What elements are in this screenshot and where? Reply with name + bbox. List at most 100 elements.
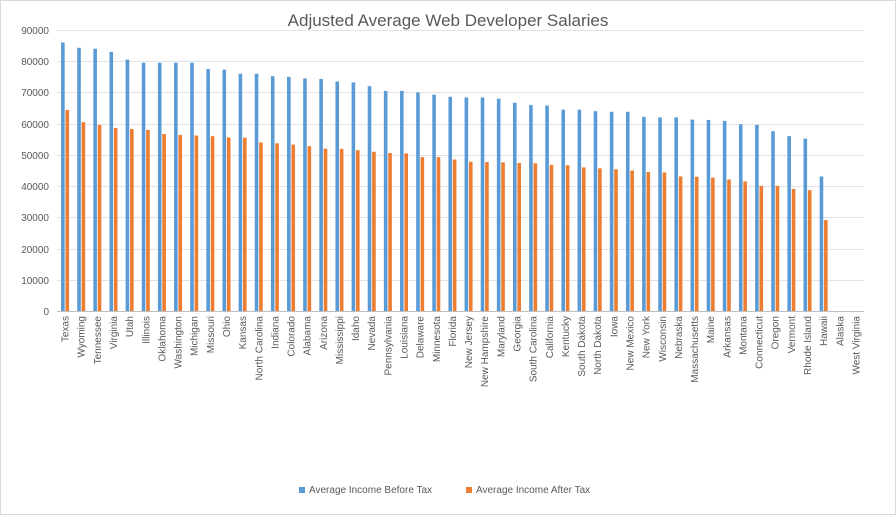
bars — [61, 42, 828, 312]
bar-before-tax — [642, 116, 646, 311]
bar-after-tax — [614, 169, 618, 311]
bar-after-tax — [452, 159, 457, 311]
x-tick-label: Rhode Island — [803, 316, 814, 375]
bar-after-tax — [372, 151, 376, 311]
bar-after-tax — [113, 128, 118, 311]
x-tick-label: Oklahoma — [157, 316, 168, 362]
bar-after-tax — [694, 176, 699, 311]
bar-after-tax — [468, 161, 473, 311]
x-tick-label: Oregon — [771, 316, 782, 349]
x-tick-label: Michigan — [190, 316, 201, 356]
bar-before-tax — [803, 138, 808, 311]
y-tick-label: 80000 — [21, 57, 49, 68]
y-tick-label: 40000 — [21, 182, 49, 193]
x-tick-label: Ohio — [222, 316, 233, 338]
x-tick-label: Florida — [448, 316, 459, 347]
bar-before-tax — [351, 82, 356, 311]
x-tick-label: Kentucky — [561, 316, 572, 357]
bar-before-tax — [222, 69, 227, 312]
bar-before-tax — [77, 47, 81, 312]
x-tick-label: New York — [642, 315, 653, 358]
bar-before-tax — [690, 119, 695, 311]
legend-swatch — [299, 487, 305, 493]
x-tick-label: West Virginia — [851, 316, 862, 375]
bar-after-tax — [646, 172, 651, 311]
bar-after-tax — [775, 185, 780, 311]
bar-before-tax — [141, 62, 146, 311]
y-tick-label: 0 — [43, 307, 49, 318]
bar-before-tax — [512, 102, 517, 311]
bar-after-tax — [178, 134, 183, 311]
bar-before-tax — [287, 76, 291, 311]
bar-before-tax — [270, 76, 275, 312]
x-tick-label: Arizona — [319, 316, 330, 350]
chart-title: Adjusted Average Web Developer Salaries — [288, 11, 609, 30]
x-tick-label: Alabama — [303, 316, 314, 356]
bar-after-tax — [565, 165, 570, 311]
x-tick-label: Nevada — [367, 316, 378, 351]
bar-after-tax — [662, 172, 667, 311]
bar-after-tax — [307, 146, 312, 311]
bar-after-tax — [97, 124, 102, 311]
bar-after-tax — [533, 163, 538, 311]
x-tick-label: Mississippi — [335, 316, 346, 364]
x-tick-label: New Mexico — [625, 316, 636, 371]
bar-after-tax — [549, 164, 554, 311]
bar-before-tax — [480, 97, 485, 311]
x-tick-label: Minnesota — [432, 316, 443, 363]
bar-before-tax — [658, 117, 662, 311]
bar-before-tax — [722, 120, 727, 311]
x-tick-label: Colorado — [287, 316, 298, 357]
bar-before-tax — [93, 48, 97, 311]
y-tick-label: 70000 — [21, 88, 49, 99]
x-tick-label: Kansas — [238, 316, 249, 349]
bar-before-tax — [496, 98, 501, 311]
bar-after-tax — [291, 144, 296, 311]
bar-after-tax — [420, 157, 425, 311]
x-tick-label: Alaska — [835, 316, 846, 346]
bar-before-tax — [771, 131, 775, 311]
x-tick-label: Iowa — [609, 316, 620, 338]
bar-before-tax — [819, 176, 824, 311]
y-tick-label: 90000 — [21, 26, 49, 37]
x-tick-label: Missouri — [206, 316, 217, 353]
bar-after-tax — [824, 220, 828, 311]
x-tick-label: Arkansas — [722, 316, 733, 358]
x-tick-label: Maine — [706, 316, 717, 344]
x-tick-label: Hawaii — [819, 316, 830, 346]
x-tick-label: Washington — [174, 316, 185, 368]
bar-after-tax — [81, 122, 86, 311]
bar-before-tax — [157, 62, 162, 311]
bar-before-tax — [254, 73, 259, 312]
bar-before-tax — [367, 86, 372, 311]
bar-before-tax — [545, 105, 549, 311]
x-tick-label: Illinois — [141, 316, 152, 344]
bar-before-tax — [125, 59, 130, 311]
x-tick-label: Utah — [125, 316, 136, 337]
bar-before-tax — [206, 69, 210, 311]
x-tick-label: New Hampshire — [480, 316, 491, 388]
legend-label: Average Income After Tax — [476, 485, 590, 496]
bar-before-tax — [674, 117, 678, 311]
bar-after-tax — [485, 162, 489, 311]
bar-before-tax — [561, 109, 566, 312]
bar-before-tax — [787, 136, 791, 311]
bar-before-tax — [755, 124, 759, 311]
bar-before-tax — [109, 51, 114, 312]
bar-before-tax — [448, 96, 453, 311]
x-tick-label: Texas — [61, 316, 72, 342]
legend-label: Average Income Before Tax — [309, 485, 432, 496]
bar-before-tax — [738, 124, 743, 311]
bar-after-tax — [404, 153, 409, 311]
x-tick-label: Louisiana — [400, 316, 411, 359]
y-tick-label: 30000 — [21, 213, 49, 224]
bar-after-tax — [162, 133, 166, 311]
x-tick-label: Delaware — [416, 316, 427, 359]
bar-after-tax — [355, 150, 360, 311]
bar-after-tax — [226, 137, 231, 311]
x-tick-label: Wyoming — [77, 316, 88, 358]
bar-after-tax — [743, 181, 747, 311]
bar-after-tax — [146, 129, 150, 311]
x-tick-label: Pennsylvania — [383, 316, 394, 376]
